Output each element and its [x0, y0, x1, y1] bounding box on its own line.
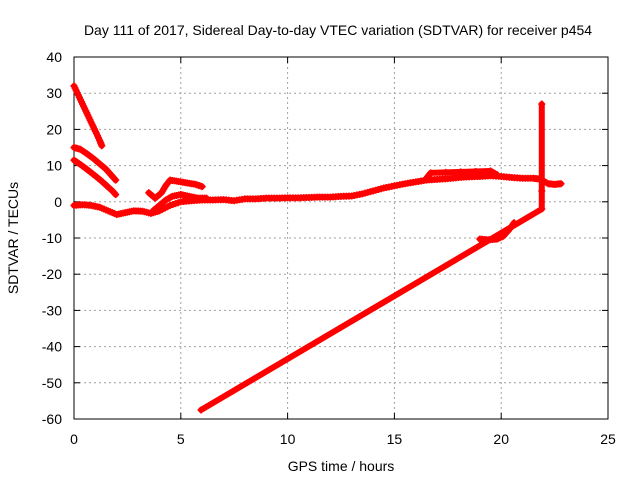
- data-point: [98, 142, 106, 150]
- data-point: [427, 169, 435, 177]
- x-tick-labels: 0 5 10 15 20 25: [70, 431, 616, 447]
- data-point: [112, 176, 120, 184]
- data-point: [457, 168, 465, 176]
- y-tick-label: 20: [46, 121, 62, 137]
- x-tick-label: 0: [70, 431, 78, 447]
- data-point: [197, 406, 205, 414]
- x-tick-label: 5: [177, 431, 185, 447]
- x-tick-label: 25: [600, 431, 616, 447]
- data-point: [538, 205, 546, 213]
- y-tick-label: 30: [46, 85, 62, 101]
- series-outliers: [198, 101, 545, 413]
- data-marks: [70, 82, 565, 414]
- y-axis-label: SDTVAR / TECUs: [5, 182, 21, 294]
- x-tick-label: 10: [280, 431, 296, 447]
- chart-title: Day 111 of 2017, Sidereal Day-to-day VTE…: [84, 22, 592, 38]
- x-tick-label: 20: [493, 431, 509, 447]
- data-point: [472, 167, 480, 175]
- y-tick-label: -60: [42, 411, 62, 427]
- y-tick-label: 40: [46, 49, 62, 65]
- data-point: [538, 100, 546, 108]
- y-tick-label: -30: [42, 302, 62, 318]
- data-point: [112, 191, 120, 199]
- data-point: [111, 190, 119, 198]
- y-tick-label: -20: [42, 266, 62, 282]
- data-point: [426, 170, 434, 178]
- y-tick-labels: -60 -50 -40 -30 -20 -10 0 10 20 30 40: [42, 49, 62, 427]
- x-tick-label: 15: [387, 431, 403, 447]
- y-tick-label: -40: [42, 339, 62, 355]
- data-point: [557, 180, 565, 188]
- x-axis-label: GPS time / hours: [288, 458, 395, 474]
- data-point: [493, 171, 501, 179]
- y-tick-label: 0: [54, 194, 62, 210]
- y-tick-label: -50: [42, 375, 62, 391]
- data-point: [198, 183, 206, 191]
- data-point: [111, 175, 119, 183]
- grid: [74, 57, 608, 419]
- y-tick-label: 10: [46, 158, 62, 174]
- data-point: [538, 187, 546, 195]
- y-tick-label: -10: [42, 230, 62, 246]
- data-point: [202, 194, 210, 202]
- data-point: [442, 168, 450, 176]
